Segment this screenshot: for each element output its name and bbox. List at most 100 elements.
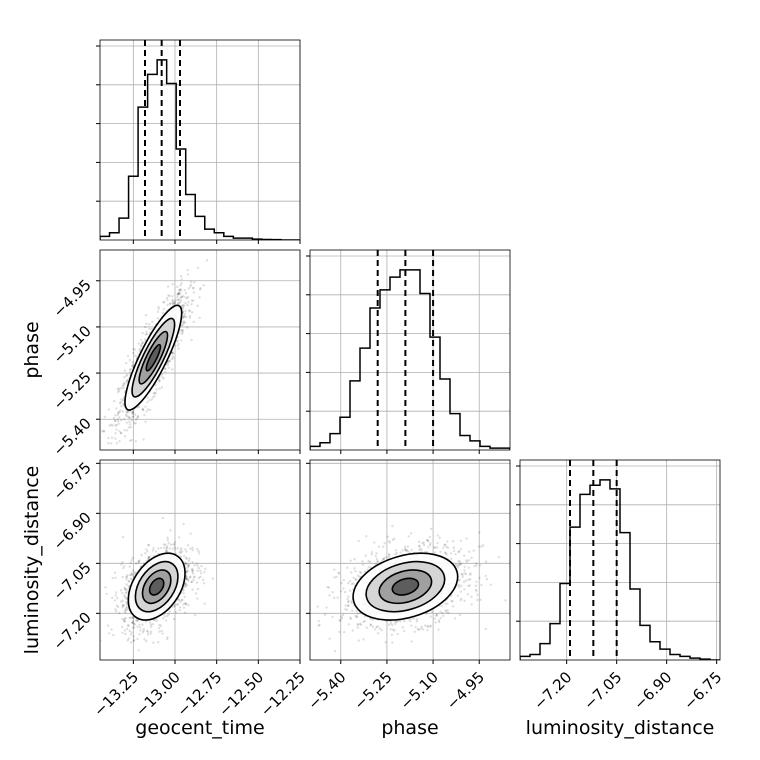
- scatter-point: [425, 538, 429, 542]
- scatter-point: [356, 612, 360, 615]
- scatter-point: [177, 291, 181, 295]
- scatter-point: [144, 620, 148, 623]
- scatter-point: [157, 641, 160, 644]
- scatter-point: [199, 569, 202, 573]
- scatter-point: [406, 550, 410, 553]
- scatter-point: [131, 411, 135, 415]
- scatter-point: [192, 320, 196, 324]
- scatter-point: [144, 552, 147, 555]
- histogram-luminosity_distance: [520, 479, 720, 660]
- histogram-phase: [310, 269, 510, 450]
- scatter-point: [119, 431, 123, 435]
- scatter-point: [138, 626, 142, 629]
- scatter-point: [145, 548, 148, 551]
- scatter-point: [169, 543, 173, 546]
- scatter-point: [380, 629, 383, 632]
- scatter-point: [116, 387, 120, 391]
- scatter-point: [155, 619, 159, 623]
- scatter-point: [185, 571, 188, 574]
- scatter-point: [162, 377, 165, 380]
- scatter-point: [121, 399, 124, 403]
- scatter-point: [128, 616, 131, 620]
- scatter-point: [144, 333, 148, 336]
- scatter-point: [158, 379, 161, 382]
- scatter-point: [105, 592, 108, 596]
- scatter-point: [125, 597, 129, 600]
- scatter-point: [122, 402, 125, 406]
- scatter-point: [107, 408, 111, 411]
- scatter-point: [164, 367, 167, 370]
- scatter-point: [141, 341, 144, 345]
- scatter-point: [184, 309, 187, 313]
- scatter-point: [396, 632, 399, 636]
- scatter-point: [183, 611, 187, 614]
- scatter-point: [467, 566, 470, 569]
- scatter-point: [156, 317, 160, 320]
- scatter-point: [124, 611, 127, 615]
- scatter-point: [437, 628, 440, 631]
- panel-geocent_time-geocent_time: [96, 39, 301, 244]
- scatter-point: [455, 564, 458, 568]
- scatter-point: [141, 408, 145, 411]
- scatter-point: [177, 293, 181, 296]
- scatter-point: [137, 561, 140, 565]
- scatter-point: [136, 625, 139, 628]
- scatter-point: [165, 550, 168, 553]
- scatter-point: [409, 619, 412, 623]
- scatter-point: [165, 546, 169, 550]
- scatter-point: [211, 577, 215, 580]
- scatter-point: [317, 619, 320, 623]
- scatter-point: [163, 615, 167, 618]
- scatter-point: [167, 366, 170, 370]
- scatter-point: [166, 550, 169, 553]
- scatter-point: [136, 415, 140, 418]
- panel-phase-phase: [306, 249, 511, 454]
- scatter-point: [171, 355, 175, 358]
- scatter-point: [346, 600, 350, 604]
- scatter-point: [328, 637, 331, 640]
- scatter-point: [123, 629, 127, 632]
- scatter-point: [146, 401, 149, 404]
- scatter-point: [178, 300, 182, 304]
- scatter-point: [121, 385, 124, 388]
- x-tick-label: −13.00: [132, 668, 184, 720]
- scatter-point: [158, 623, 161, 627]
- scatter-point: [196, 547, 199, 551]
- scatter-point: [167, 541, 170, 545]
- scatter-point: [205, 259, 209, 262]
- scatter-point: [340, 617, 344, 620]
- scatter-point: [138, 559, 141, 562]
- scatter-point: [162, 307, 166, 311]
- scatter-point: [426, 625, 429, 628]
- scatter-point: [153, 394, 156, 398]
- scatter-point: [318, 623, 321, 626]
- scatter-point: [180, 550, 184, 553]
- x-tick-label: −5.40: [304, 668, 349, 713]
- scatter-point: [93, 430, 95, 432]
- scatter-point: [461, 573, 464, 576]
- scatter-point: [114, 594, 118, 597]
- scatter-point: [180, 295, 183, 298]
- scatter-point: [178, 536, 181, 539]
- scatter-point: [128, 358, 132, 362]
- scatter-point: [377, 545, 381, 548]
- scatter-point: [484, 560, 488, 563]
- scatter-point: [121, 606, 124, 609]
- scatter-point: [125, 591, 128, 594]
- scatter-point: [373, 628, 377, 631]
- scatter-point: [389, 622, 393, 625]
- scatter-point: [171, 299, 174, 302]
- scatter-point: [132, 410, 135, 413]
- scatter-point: [429, 542, 432, 545]
- scatter-point: [450, 599, 453, 603]
- panel-luminosity_distance-luminosity_distance: [516, 459, 721, 664]
- scatter-point: [473, 565, 476, 568]
- scatter-point: [119, 401, 122, 404]
- scatter-point: [418, 548, 421, 552]
- scatter-point: [424, 550, 427, 553]
- scatter-point: [123, 417, 126, 421]
- scatter-point: [183, 288, 186, 292]
- scatter-point: [134, 418, 138, 422]
- scatter-point: [179, 284, 182, 287]
- y-tick-label: −7.20: [50, 608, 95, 653]
